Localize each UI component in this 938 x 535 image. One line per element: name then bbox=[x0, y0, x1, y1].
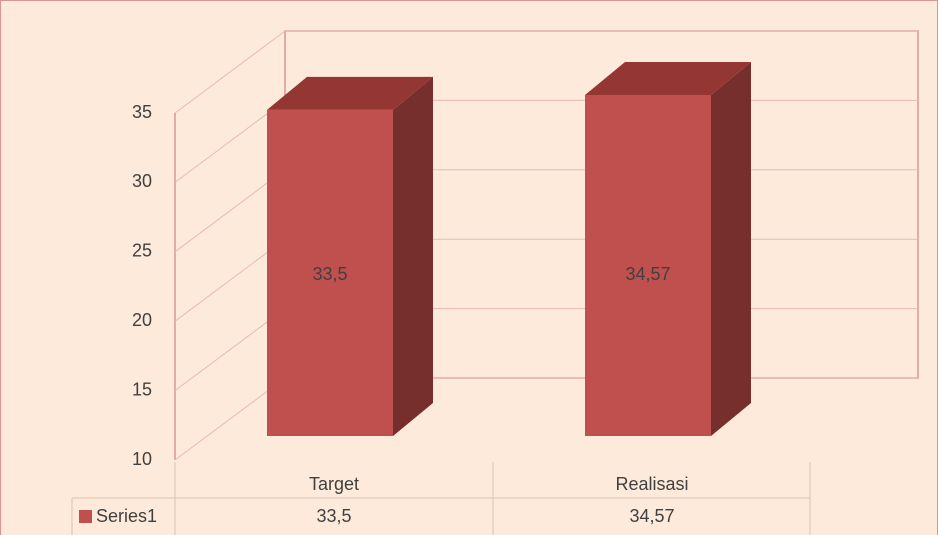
grid-line bbox=[174, 30, 286, 114]
y-tick-label: 25 bbox=[132, 241, 152, 261]
data-label: 34,57 bbox=[625, 264, 670, 284]
bar-top bbox=[267, 76, 433, 110]
grid-line bbox=[174, 99, 286, 183]
bar-side bbox=[711, 61, 751, 437]
grid-line bbox=[174, 238, 286, 322]
x-tick-label: Target bbox=[309, 474, 359, 494]
y-tick-label: 20 bbox=[132, 310, 152, 330]
legend-label: Series1 bbox=[96, 506, 157, 526]
bar bbox=[267, 109, 393, 436]
grid-line bbox=[174, 308, 286, 392]
y-tick-label: 30 bbox=[132, 171, 152, 191]
bar bbox=[585, 94, 711, 437]
table-value: 33,5 bbox=[316, 506, 351, 526]
data-label: 33,5 bbox=[312, 264, 347, 284]
y-tick-label: 35 bbox=[132, 102, 152, 122]
x-tick-label: Realisasi bbox=[615, 474, 688, 494]
table-value: 34,57 bbox=[629, 506, 674, 526]
grid-line bbox=[174, 377, 286, 461]
y-tick-label: 15 bbox=[132, 379, 152, 399]
bar-top bbox=[585, 61, 751, 95]
y-tick-label: 10 bbox=[132, 449, 152, 469]
grid-line bbox=[174, 169, 286, 253]
bar-side bbox=[393, 76, 433, 436]
legend-key bbox=[79, 510, 92, 523]
